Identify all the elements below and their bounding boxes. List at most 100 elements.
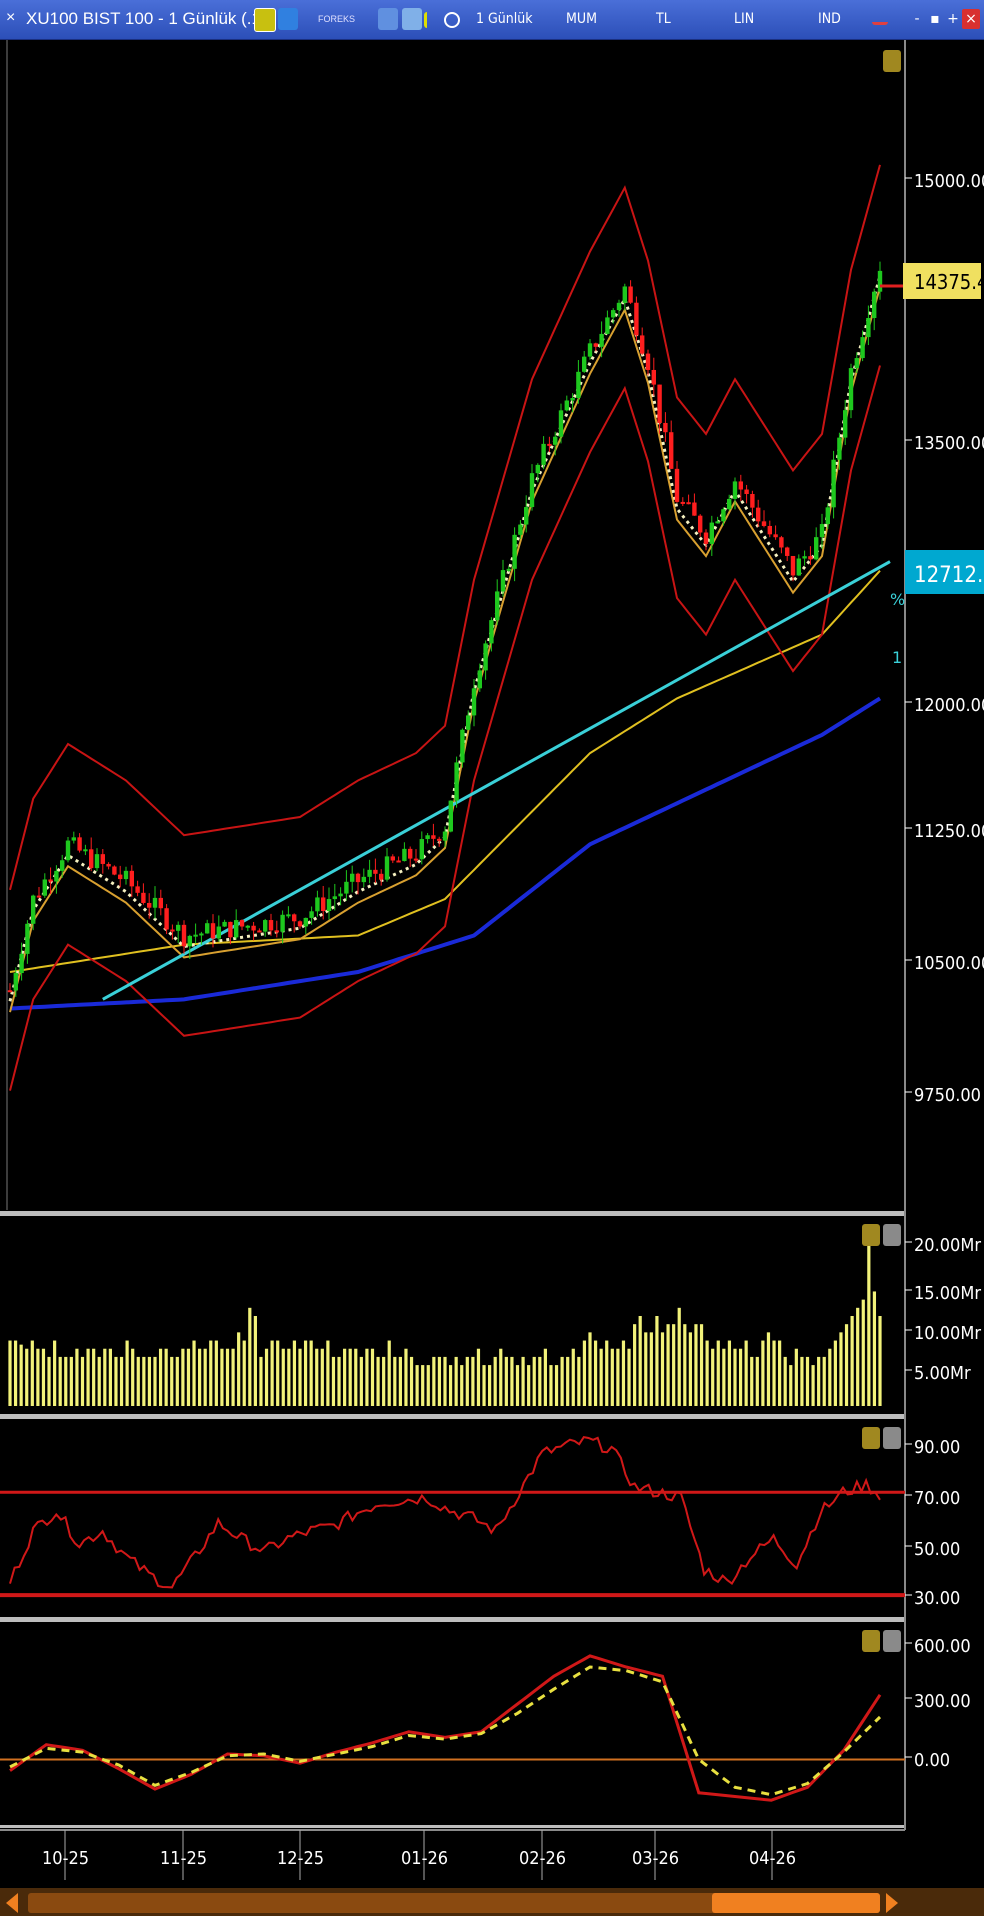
volume-bar [253,1316,257,1406]
draw-pen-icon[interactable] [424,12,447,28]
volume-bar [766,1332,771,1406]
volume-bar [683,1324,687,1406]
up-candle [42,879,47,896]
volume-bar [58,1356,62,1406]
volume-bar [778,1340,782,1406]
volume-bar [175,1356,179,1406]
scroll-right-icon[interactable] [886,1893,898,1913]
panel-close-icon[interactable] [883,1427,901,1449]
menu-indicators[interactable]: IND [818,11,841,27]
volume-bar [554,1365,559,1406]
close-button[interactable]: × [962,9,980,29]
volume-bar [493,1356,497,1406]
down-candle [651,369,656,385]
volume-bar [287,1348,291,1406]
menu-candle-type[interactable]: MUM [566,11,597,27]
volume-bar [465,1356,469,1406]
up-candle [176,924,181,931]
up-candle [570,397,575,401]
volume-tick-label: 20.00Mr [914,1235,981,1256]
volume-axis: 20.00Mr 15.00Mr 10.00Mr 5.00Mr [905,1235,981,1384]
favorites-icon[interactable] [278,8,298,30]
volume-bar [8,1340,12,1406]
close-window-icon[interactable]: × [6,9,16,26]
down-candle [106,863,111,867]
menu-currency[interactable]: TL [656,11,671,27]
panel-settings-icon[interactable] [883,50,901,72]
up-candle [54,870,59,882]
panel-divider[interactable] [0,1825,905,1828]
up-candle [263,920,268,932]
up-candle [854,358,859,369]
grid-icon[interactable] [378,8,398,30]
volume-bar [549,1365,553,1406]
maximize-button[interactable]: + [947,11,959,27]
indicator-icon[interactable] [444,12,460,28]
horizontal-scrollbar[interactable] [0,1888,984,1916]
chart-area[interactable]: 15000.00 13500.00 12000.00 11250.00 1050… [0,40,984,1916]
volume-bar [432,1356,436,1406]
volume-panel[interactable] [8,1242,882,1406]
macd-tick-label: 300.00 [914,1691,971,1712]
up-candle [425,835,430,840]
scroll-left-icon[interactable] [6,1893,18,1913]
chart-settings-icon[interactable] [254,8,276,32]
restore-button[interactable]: ▪ [930,11,940,27]
volume-bar [811,1365,815,1406]
compare-icon[interactable] [402,8,422,30]
rsi-panel[interactable] [0,1435,905,1598]
down-candle [274,930,279,933]
down-candle [257,930,262,933]
panel-close-icon[interactable] [883,1630,901,1652]
up-candle [361,876,366,883]
panel-settings-icon[interactable] [862,1224,880,1246]
down-candle [141,892,146,903]
price-panel[interactable] [7,164,891,1091]
up-candle [448,800,453,832]
volume-bar [610,1348,614,1406]
down-candle [593,343,598,347]
up-candle [222,921,227,927]
menu-period[interactable]: 1 Günlük [476,11,533,27]
panel-settings-icon[interactable] [862,1630,880,1652]
panel-settings-icon[interactable] [862,1427,880,1449]
volume-bar [828,1348,832,1406]
up-candle [344,881,349,894]
up-candle [831,459,836,508]
volume-bar [839,1332,843,1406]
forex-label[interactable]: FOREKS [318,14,356,24]
up-candle [518,524,523,535]
down-candle [408,848,413,859]
volume-bar [655,1316,659,1406]
up-candle [732,481,738,499]
volume-bar [844,1324,849,1406]
down-candle [431,835,436,839]
volume-bar [716,1340,720,1406]
volume-bar [376,1356,380,1406]
scroll-track[interactable] [28,1893,880,1913]
macd-panel[interactable] [0,1654,905,1802]
drawing-tools-icon[interactable] [872,8,888,25]
volume-bar [142,1356,146,1406]
volume-bar [761,1340,765,1406]
down-candle [7,990,13,993]
up-candle [860,337,865,359]
panel-divider[interactable] [0,1211,905,1216]
panel-divider[interactable] [0,1617,905,1622]
date-label: 03-26 [632,1848,679,1869]
volume-bar [867,1242,871,1406]
menu-scale[interactable]: LIN [734,11,755,27]
volume-bar [354,1348,358,1406]
panel-divider[interactable] [0,1414,905,1419]
down-candle [170,929,175,932]
panel-close-icon[interactable] [883,1224,901,1246]
scroll-thumb[interactable] [712,1893,880,1913]
up-candle [616,302,622,311]
volume-bar [270,1340,274,1406]
up-candle [187,935,192,947]
volume-bar [538,1356,542,1406]
down-candle [77,837,82,851]
up-candle [332,896,337,900]
minimize-button[interactable]: - [914,11,920,27]
current-price-tag: 14375.4 [880,263,984,299]
